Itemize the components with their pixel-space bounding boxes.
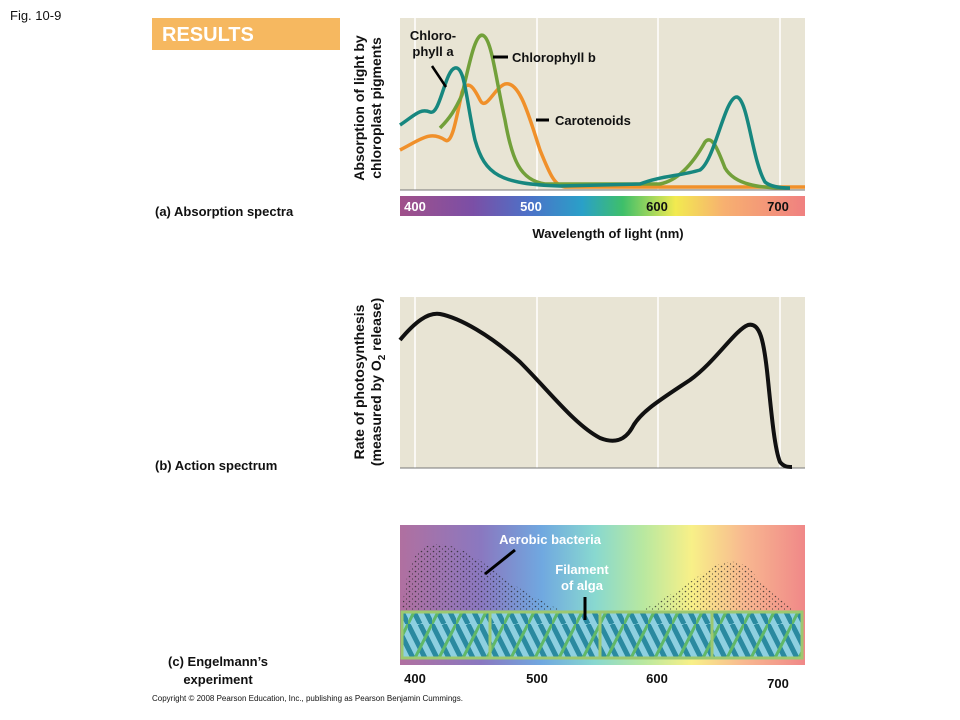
tick-label: 600 (646, 671, 668, 686)
grid (414, 18, 781, 190)
legend-label: phyll a (412, 44, 454, 59)
carotenoids-curve (399, 82, 805, 189)
bacteria (402, 544, 800, 612)
spectrum-bar (400, 196, 805, 216)
annotation: of alga (561, 578, 604, 593)
legend-label: Chloro- (410, 28, 456, 43)
tick-label: 700 (767, 199, 789, 214)
copyright: Copyright © 2008 Pearson Education, Inc.… (152, 694, 463, 703)
tick-label: 500 (520, 199, 542, 214)
chlorophyll-a-curve (399, 66, 791, 190)
caption: (a) Absorption spectra (155, 204, 294, 219)
label-part: release) (368, 298, 384, 355)
tick-label: 400 (404, 671, 426, 686)
tick-label: 700 (767, 676, 789, 691)
x-axis-label: Wavelength of light (nm) (532, 226, 683, 241)
legend-label: Carotenoids (555, 113, 631, 128)
tick-label: 500 (526, 671, 548, 686)
figure-label: Fig. 10-9 (10, 8, 61, 23)
leader (484, 548, 516, 576)
header: RESULTS (162, 24, 254, 46)
label-part: (measured by O (368, 360, 384, 466)
subscript: 2 (377, 354, 388, 360)
caption: experiment (183, 672, 253, 687)
caption: (b) Action spectrum (155, 458, 277, 473)
chlorophyll-b-curve (438, 33, 786, 190)
caption: (c) Engelmann’s (168, 654, 268, 669)
legend-label: Chlorophyll b (512, 50, 596, 65)
tick-label: 400 (404, 199, 426, 214)
annotation: Filament (555, 562, 609, 577)
y-axis-label: Rate of photosynthesis (351, 304, 367, 459)
cell-walls (488, 612, 714, 658)
alga-filament (400, 610, 804, 660)
leader (430, 65, 448, 88)
annotation: Aerobic bacteria (499, 532, 602, 547)
tick-label: 600 (646, 199, 668, 214)
action-curve (398, 311, 793, 469)
y-axis-label: Absorption of light by (351, 35, 367, 181)
y-axis-label: chloroplast pigments (368, 37, 384, 179)
header-box (152, 18, 340, 50)
y-axis-label: (measured by O2 release) (368, 298, 388, 466)
